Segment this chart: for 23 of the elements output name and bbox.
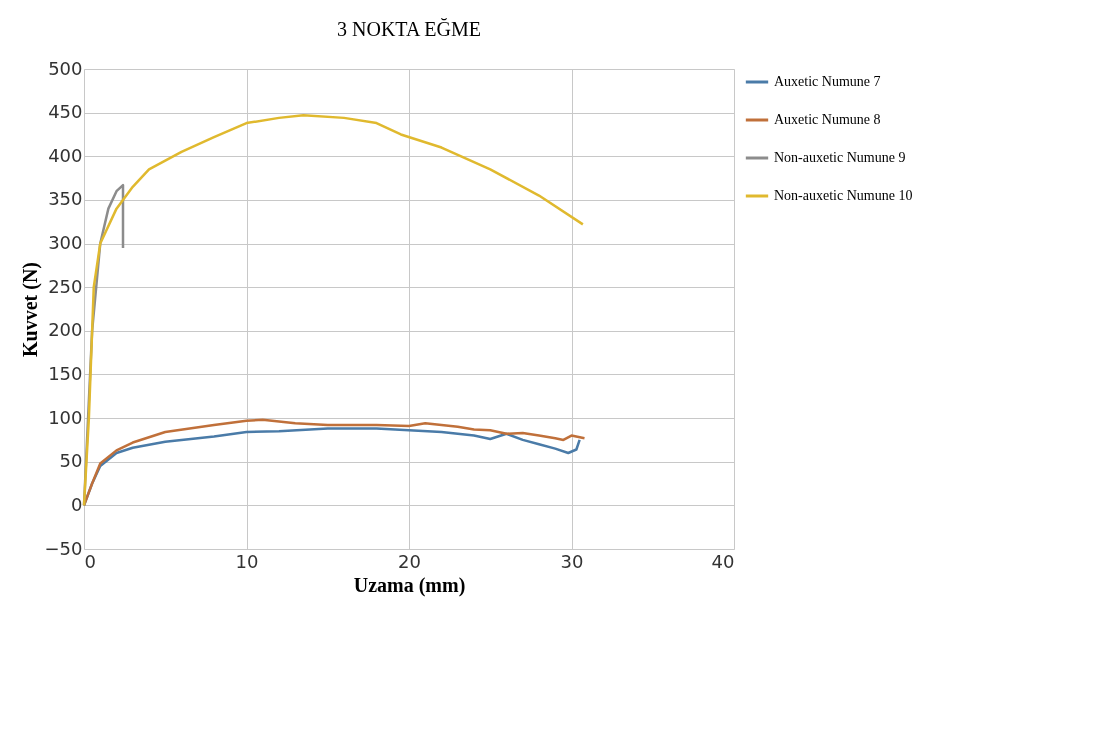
- x-tick-label: 30: [560, 550, 584, 572]
- x-axis-title: Uzama (mm): [353, 573, 466, 597]
- legend-label: Non-auxetic Numune 9: [774, 150, 906, 165]
- y-tick-label: 500: [48, 57, 83, 79]
- y-tick-label: 200: [48, 319, 83, 341]
- y-tick-label: 250: [48, 275, 83, 297]
- y-tick-label: 350: [48, 188, 83, 210]
- x-tick-label: 10: [235, 550, 259, 572]
- y-tick-label: 400: [48, 144, 83, 166]
- x-tick-label: 20: [398, 550, 421, 572]
- y-tick-label: 0: [71, 493, 83, 515]
- y-tick-label: 100: [48, 406, 83, 428]
- y-tick-label: 300: [48, 232, 83, 254]
- y-tick-label: −50: [44, 537, 83, 559]
- y-tick-label: 450: [48, 101, 83, 123]
- y-tick-label: 50: [59, 450, 83, 472]
- legend-label: Auxetic Numune 7: [774, 74, 881, 89]
- chart-title: 3 NOKTA EĞME: [337, 18, 481, 40]
- x-tick-label: 40: [711, 550, 735, 572]
- legend-label: Auxetic Numune 8: [774, 112, 881, 127]
- y-axis-title: Kuvvet (N): [18, 262, 42, 357]
- legend-label: Non-auxetic Numune 10: [774, 188, 913, 203]
- y-tick-label: 150: [48, 362, 83, 384]
